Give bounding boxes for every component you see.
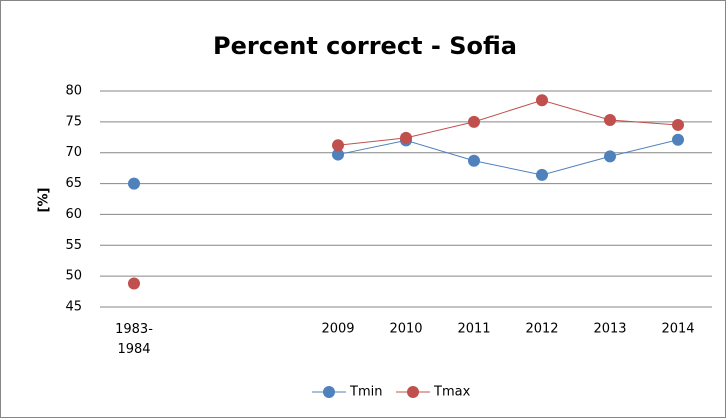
legend-label: Tmax xyxy=(433,385,471,400)
data-point xyxy=(468,115,480,128)
y-tick-label: 70 xyxy=(65,145,82,160)
x-tick-label: 2012 xyxy=(525,322,558,337)
y-tick-label: 80 xyxy=(65,84,82,99)
y-tick-label: 50 xyxy=(65,269,82,284)
legend-marker xyxy=(323,386,335,398)
legend-label: Tmin xyxy=(349,385,382,400)
data-point xyxy=(400,131,412,144)
x-tick-label: 1983-1984 xyxy=(115,322,153,357)
data-point xyxy=(128,277,140,290)
data-point xyxy=(332,148,344,161)
y-axis-label: [%] xyxy=(37,188,52,213)
data-point xyxy=(128,177,140,190)
x-tick-label: 2010 xyxy=(389,322,422,337)
y-tick-label: 75 xyxy=(65,114,82,129)
data-point xyxy=(672,118,684,131)
data-point xyxy=(468,154,480,167)
data-point xyxy=(604,150,616,163)
data-point xyxy=(332,139,344,152)
legend-marker xyxy=(407,386,419,398)
y-tick-label: 45 xyxy=(65,300,82,315)
data-point xyxy=(672,133,684,146)
x-tick-label: 2014 xyxy=(661,322,694,337)
series-line xyxy=(337,99,679,146)
y-tick-label: 65 xyxy=(65,176,82,191)
y-tick-label: 55 xyxy=(65,238,82,253)
x-tick-label: 2011 xyxy=(457,322,490,337)
data-point xyxy=(536,94,548,107)
series-line xyxy=(337,139,679,176)
x-tick-label: 2013 xyxy=(593,322,626,337)
x-tick-label: 2009 xyxy=(321,322,354,337)
data-point xyxy=(536,168,548,181)
data-point xyxy=(604,114,616,127)
chart-title: Percent correct - Sofia xyxy=(213,32,517,60)
y-tick-label: 60 xyxy=(65,207,82,222)
